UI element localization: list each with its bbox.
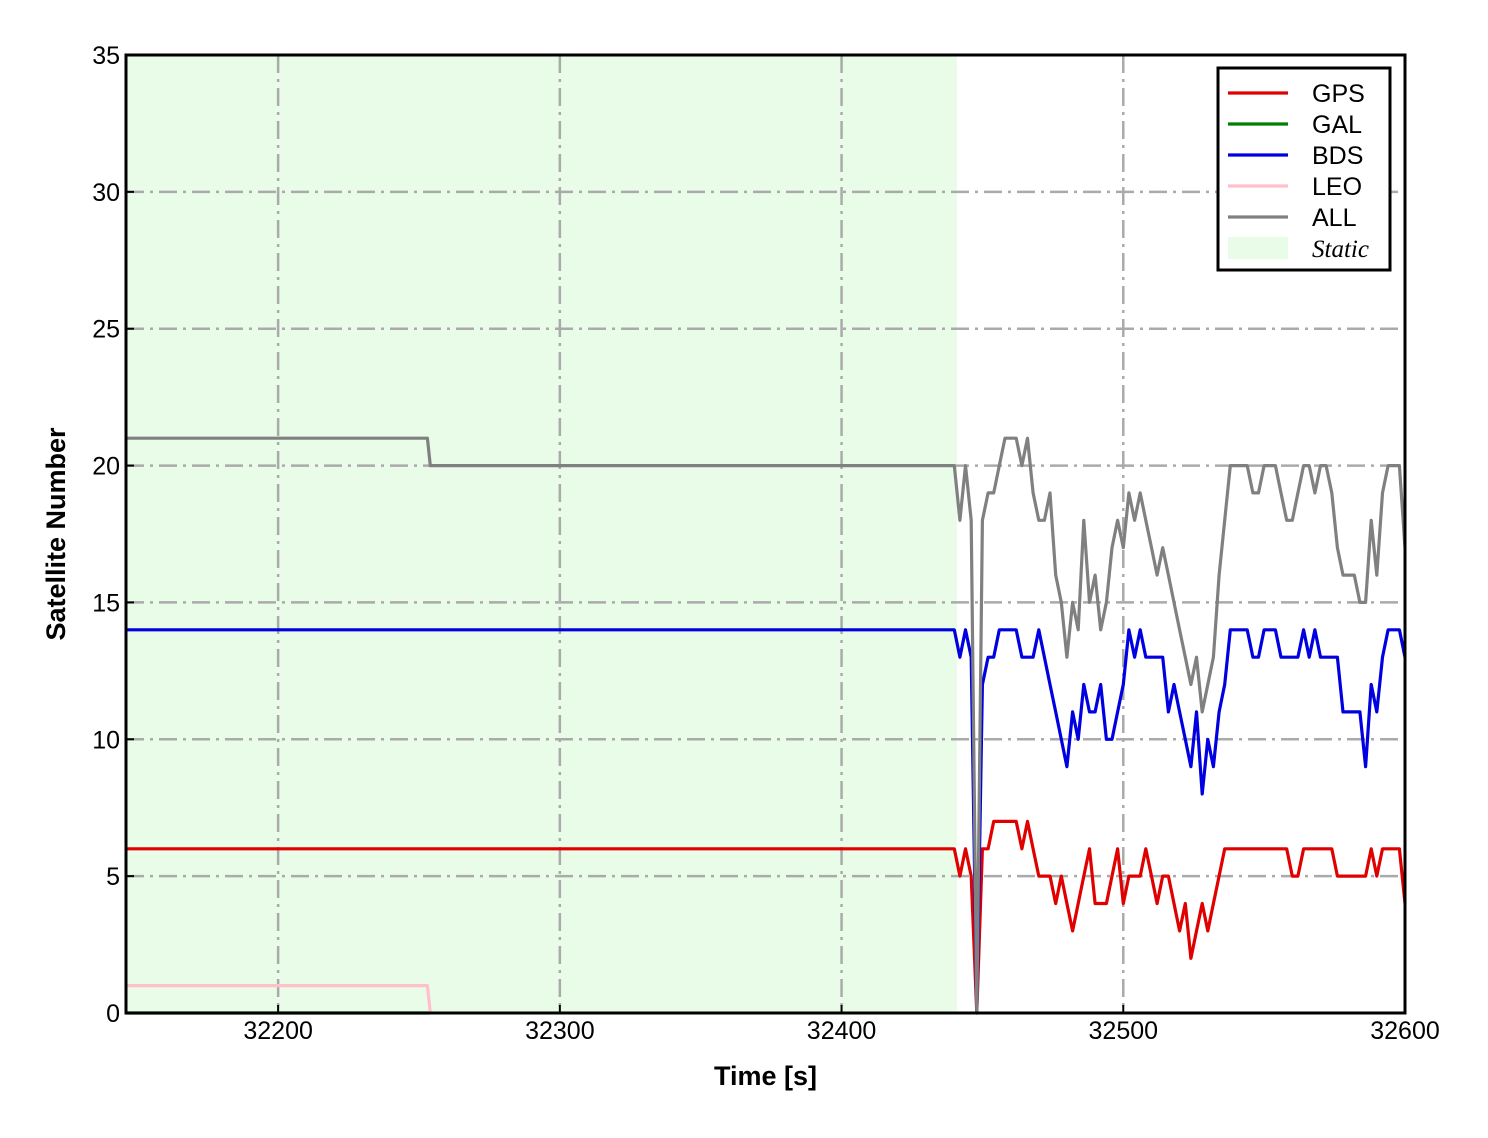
- x-tick-label: 32200: [243, 1017, 313, 1045]
- static-region: [126, 55, 958, 1013]
- y-tick-label: 30: [92, 179, 120, 207]
- y-tick-label: 35: [92, 42, 120, 70]
- legend-label: GPS: [1312, 80, 1365, 108]
- legend-box: [1216, 66, 1392, 272]
- x-axis-label: Time [s]: [714, 1061, 817, 1091]
- x-tick-label: 32300: [525, 1017, 595, 1045]
- x-tick-label: 32400: [807, 1017, 877, 1045]
- series-line: [126, 984, 432, 1014]
- y-axis-label: Satellite Number: [41, 427, 71, 641]
- series-line: [126, 628, 1407, 1015]
- y-tick-label: 0: [106, 1000, 120, 1028]
- y-tick-label: 10: [92, 726, 120, 754]
- legend-label: GAL: [1312, 111, 1362, 139]
- y-tick-label: 15: [92, 589, 120, 617]
- legend-swatch: [1228, 237, 1288, 259]
- legend-label: Static: [1312, 236, 1369, 263]
- y-tick-label: 20: [92, 453, 120, 481]
- y-tick-label: 5: [106, 863, 120, 891]
- x-tick-label: 32600: [1370, 1017, 1440, 1045]
- legend-label: BDS: [1312, 142, 1363, 170]
- legend-label: LEO: [1312, 173, 1362, 201]
- series-line: [126, 436, 1407, 1015]
- x-tick-label: 32500: [1089, 1017, 1159, 1045]
- y-tick-label: 25: [92, 316, 120, 344]
- legend-label: ALL: [1312, 204, 1357, 232]
- series-line: [126, 819, 1407, 1015]
- plot-frame: [124, 53, 1407, 1015]
